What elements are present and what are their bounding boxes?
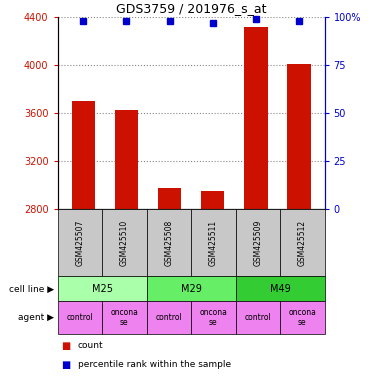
Text: GSM425509: GSM425509 bbox=[253, 220, 262, 266]
Text: control: control bbox=[66, 313, 93, 322]
Text: oncona
se: oncona se bbox=[288, 308, 316, 328]
Bar bbox=[287, 64, 311, 209]
Text: GSM425512: GSM425512 bbox=[298, 220, 307, 266]
Text: ■: ■ bbox=[61, 360, 70, 370]
Text: M29: M29 bbox=[181, 284, 201, 294]
Text: GSM425510: GSM425510 bbox=[120, 220, 129, 266]
Bar bbox=[158, 188, 181, 209]
Text: GSM425507: GSM425507 bbox=[75, 220, 84, 266]
Text: GSM425508: GSM425508 bbox=[164, 220, 173, 266]
Bar bbox=[115, 110, 138, 209]
Text: GSM425511: GSM425511 bbox=[209, 220, 218, 266]
Text: M25: M25 bbox=[92, 284, 112, 294]
Title: GDS3759 / 201976_s_at: GDS3759 / 201976_s_at bbox=[116, 2, 266, 15]
Text: control: control bbox=[155, 313, 182, 322]
Text: count: count bbox=[78, 341, 104, 350]
Bar bbox=[201, 191, 224, 209]
Text: cell line ▶: cell line ▶ bbox=[9, 285, 54, 293]
Text: control: control bbox=[244, 313, 271, 322]
Text: agent ▶: agent ▶ bbox=[18, 313, 54, 322]
Text: percentile rank within the sample: percentile rank within the sample bbox=[78, 360, 231, 369]
Text: M49: M49 bbox=[270, 284, 290, 294]
Text: oncona
se: oncona se bbox=[199, 308, 227, 328]
Bar bbox=[72, 101, 95, 209]
Text: ■: ■ bbox=[61, 341, 70, 351]
Text: oncona
se: oncona se bbox=[110, 308, 138, 328]
Bar bbox=[244, 27, 267, 209]
